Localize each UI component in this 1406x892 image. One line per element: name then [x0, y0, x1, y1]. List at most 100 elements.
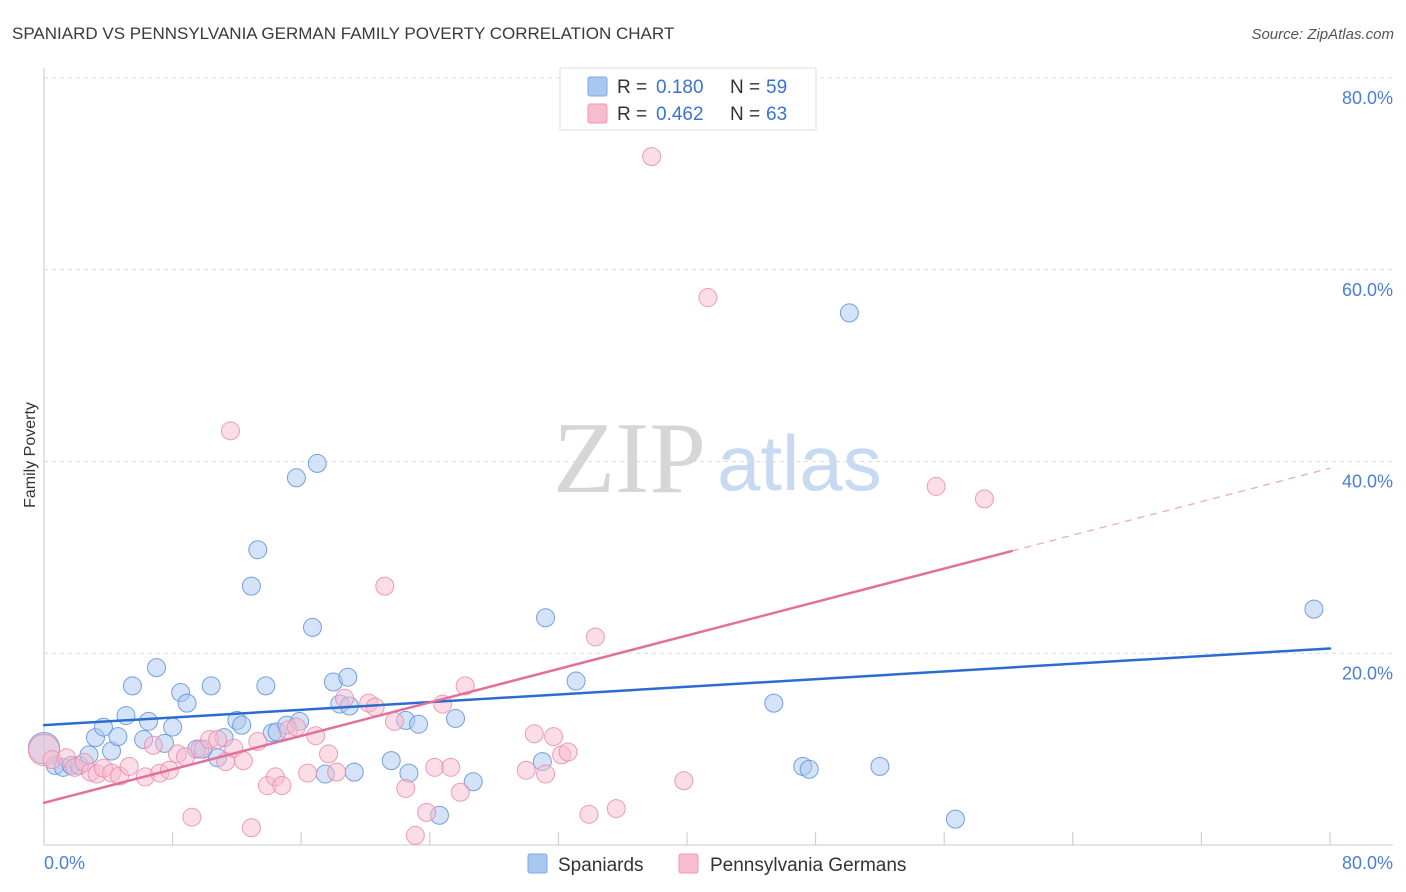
spaniards-point [163, 717, 183, 737]
pennsylvania-germans-point [674, 771, 694, 791]
pennsylvania-germans-point [233, 751, 253, 771]
spaniards-point [1304, 599, 1324, 619]
spaniards-point [764, 693, 784, 713]
pennsylvania-germans-point [405, 825, 425, 845]
y-tick-label: 60.0% [1342, 280, 1393, 300]
spaniards-point [344, 762, 364, 782]
pennsylvania-germans-point [524, 724, 544, 744]
legend-swatch-spaniards [527, 853, 548, 874]
pennsylvania-germans-point [558, 742, 578, 762]
spaniards-point [147, 658, 167, 678]
spaniards-r-value: 0.180 [656, 77, 704, 98]
pennsylvania-germans-point [606, 799, 626, 819]
pennsylvania-germans-point [298, 763, 318, 783]
pennsylvania-germans-point [335, 688, 355, 708]
pennsylvania-germans-point [698, 288, 718, 308]
spaniards-point [945, 809, 965, 829]
pennsylvania-germans-point [272, 776, 292, 796]
spaniards-point [799, 759, 819, 779]
axes [43, 68, 1393, 846]
spaniards-point [338, 667, 358, 687]
legend-swatch-pennsylvania-germans [678, 853, 699, 874]
x-tick-label: 0.0% [44, 853, 85, 873]
spaniards-point [409, 714, 429, 734]
pennsylvania-germans-point [119, 756, 139, 776]
spaniards-point [399, 763, 419, 783]
pennsylvania-germans-point [319, 744, 339, 764]
pennsylvania-germans-point [396, 778, 416, 798]
pennsylvania-germans-point [182, 807, 202, 827]
spaniards-point [302, 617, 322, 637]
stats-legend: R = 0.180 N = 59 R = 0.462 N = 63 [559, 67, 817, 131]
spaniards-point [256, 676, 276, 696]
x-tick-label: 80.0% [1342, 853, 1393, 873]
stats-n-label: N = [730, 77, 760, 98]
spaniards-point [307, 453, 327, 473]
pennsylvania-germans-point [143, 735, 163, 755]
spaniards-point [463, 772, 483, 792]
pennsylvania-germans-r-value: 0.462 [656, 104, 704, 125]
series-legend: Spaniards Pennsylvania Germans [527, 853, 906, 876]
pennsylvania-germans-point [536, 764, 556, 784]
pennsylvania-germans-point [926, 476, 946, 496]
pennsylvania-germans-point [375, 576, 395, 596]
pennsylvania-germans-point [579, 804, 599, 824]
pennsylvania-germans-point [544, 727, 564, 747]
y-tick-label: 20.0% [1342, 663, 1393, 683]
spaniards-n-value: 59 [766, 77, 787, 98]
y-tick-label: 80.0% [1342, 88, 1393, 108]
spaniards-point [232, 715, 252, 735]
watermark-atlas: atlas [717, 419, 882, 507]
pennsylvania-germans-point [384, 711, 404, 731]
chart-source: Source: ZipAtlas.com [1251, 26, 1394, 43]
data-points [27, 147, 1324, 845]
pennsylvania-germans-point [286, 717, 306, 737]
pennsylvania-germans-point [220, 421, 240, 441]
pennsylvania-germans-point [585, 627, 605, 647]
pennsylvania-germans-point [974, 489, 994, 509]
pennsylvania-germans-point [455, 676, 475, 696]
pennsylvania-germans-swatch [587, 103, 608, 124]
spaniards-point [286, 468, 306, 488]
stats-r-label: R = [617, 77, 647, 98]
pennsylvania-germans-trend-line [42, 549, 1013, 805]
spaniards-point [241, 576, 261, 596]
trend-lines [42, 467, 1332, 805]
pennsylvania-germans-point [516, 760, 536, 780]
stats-n-label: N = [730, 104, 760, 125]
pennsylvania-germans-n-value: 63 [766, 104, 787, 125]
spaniards-point [566, 671, 586, 691]
watermark-zip: ZIP [553, 402, 706, 515]
y-tick-label: 40.0% [1342, 472, 1393, 492]
stats-r-label: R = [617, 104, 647, 125]
chart-title: SPANIARD VS PENNSYLVANIA GERMAN FAMILY P… [12, 24, 674, 43]
tick-labels: 20.0% 40.0% 60.0% 80.0% 0.0% 80.0% [44, 88, 1393, 873]
pennsylvania-germans-trend-projection [1011, 467, 1331, 552]
spaniards-point [138, 711, 158, 731]
spaniards-point [870, 756, 890, 776]
pennsylvania-germans-point [441, 757, 461, 777]
pennsylvania-germans-point [241, 818, 261, 838]
spaniards-trend-line [42, 647, 1332, 727]
pennsylvania-germans-point [327, 762, 347, 782]
pennsylvania-germans-point [450, 782, 470, 802]
pennsylvania-germans-point [208, 730, 228, 750]
spaniards-point [177, 693, 197, 713]
y-axis-label: Family Poverty [22, 402, 39, 508]
pennsylvania-germans-point [425, 757, 445, 777]
spaniards-point [108, 727, 128, 747]
spaniards-point [122, 676, 142, 696]
grid [44, 77, 1393, 654]
spaniards-point [446, 708, 466, 728]
legend-label-pennsylvania-germans: Pennsylvania Germans [710, 855, 906, 876]
spaniards-swatch [587, 76, 608, 97]
spaniards-point [201, 676, 221, 696]
spaniards-point [839, 303, 859, 323]
spaniards-point [536, 608, 556, 628]
watermark: ZIP atlas [553, 402, 882, 515]
pennsylvania-germans-point [417, 802, 437, 822]
spaniards-point [381, 751, 401, 771]
spaniards-point [248, 540, 268, 560]
legend-label-spaniards: Spaniards [558, 855, 644, 876]
